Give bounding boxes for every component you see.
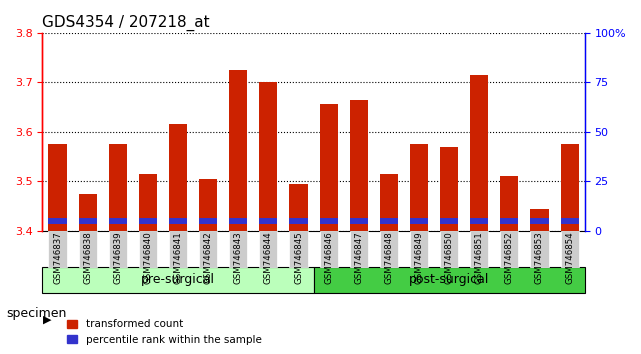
Bar: [531, 209, 549, 231]
Text: GSM746839: GSM746839: [113, 232, 122, 284]
Text: GSM746844: GSM746844: [264, 232, 273, 284]
Bar: [440, 147, 458, 231]
Text: GSM746853: GSM746853: [535, 232, 544, 284]
Text: GSM746841: GSM746841: [174, 232, 183, 284]
Text: GSM746847: GSM746847: [354, 232, 363, 284]
Bar: [531, 218, 549, 224]
FancyBboxPatch shape: [169, 231, 187, 267]
FancyBboxPatch shape: [229, 231, 247, 267]
Bar: [139, 218, 157, 224]
Text: specimen: specimen: [6, 307, 67, 320]
FancyBboxPatch shape: [380, 231, 398, 267]
Bar: [229, 218, 247, 224]
Bar: [49, 218, 67, 224]
Text: GSM746850: GSM746850: [445, 232, 454, 284]
Bar: [229, 70, 247, 231]
Bar: [350, 99, 368, 231]
Bar: [290, 218, 308, 224]
Text: GSM746846: GSM746846: [324, 232, 333, 284]
Bar: [350, 218, 368, 224]
Bar: [320, 104, 338, 231]
Bar: [169, 218, 187, 224]
Text: GSM746840: GSM746840: [144, 232, 153, 284]
FancyBboxPatch shape: [320, 231, 338, 267]
Bar: [79, 194, 97, 231]
FancyBboxPatch shape: [313, 267, 585, 293]
Bar: [501, 176, 519, 231]
Bar: [440, 218, 458, 224]
Bar: [470, 218, 488, 224]
Text: GSM746843: GSM746843: [234, 232, 243, 284]
Text: GSM746838: GSM746838: [83, 232, 92, 284]
FancyBboxPatch shape: [410, 231, 428, 267]
FancyBboxPatch shape: [440, 231, 458, 267]
FancyBboxPatch shape: [290, 231, 308, 267]
Bar: [199, 179, 217, 231]
FancyBboxPatch shape: [501, 231, 519, 267]
Bar: [410, 218, 428, 224]
Bar: [380, 218, 398, 224]
Bar: [109, 218, 127, 224]
Bar: [260, 82, 278, 231]
FancyBboxPatch shape: [470, 231, 488, 267]
Text: GSM746845: GSM746845: [294, 232, 303, 284]
FancyBboxPatch shape: [42, 267, 313, 293]
Bar: [139, 174, 157, 231]
Bar: [169, 124, 187, 231]
Bar: [199, 218, 217, 224]
Bar: [320, 218, 338, 224]
FancyBboxPatch shape: [260, 231, 278, 267]
Text: GSM746842: GSM746842: [204, 232, 213, 284]
Bar: [561, 218, 579, 224]
FancyBboxPatch shape: [531, 231, 549, 267]
Text: GSM746837: GSM746837: [53, 232, 62, 284]
Bar: [470, 75, 488, 231]
FancyBboxPatch shape: [199, 231, 217, 267]
FancyBboxPatch shape: [350, 231, 368, 267]
Bar: [109, 144, 127, 231]
Bar: [501, 218, 519, 224]
Text: GSM746852: GSM746852: [505, 232, 514, 284]
Bar: [561, 144, 579, 231]
Legend: transformed count, percentile rank within the sample: transformed count, percentile rank withi…: [63, 315, 266, 349]
Text: GSM746849: GSM746849: [415, 232, 424, 284]
Bar: [79, 218, 97, 224]
FancyBboxPatch shape: [109, 231, 127, 267]
Bar: [290, 184, 308, 231]
FancyBboxPatch shape: [79, 231, 97, 267]
Text: GSM746854: GSM746854: [565, 232, 574, 284]
Bar: [410, 144, 428, 231]
Text: GSM746848: GSM746848: [385, 232, 394, 284]
Text: GDS4354 / 207218_at: GDS4354 / 207218_at: [42, 15, 210, 31]
Text: ▶: ▶: [43, 315, 51, 325]
Bar: [49, 144, 67, 231]
FancyBboxPatch shape: [49, 231, 67, 267]
Text: pre-surgical: pre-surgical: [141, 273, 215, 286]
FancyBboxPatch shape: [561, 231, 579, 267]
Text: post-surgical: post-surgical: [409, 273, 489, 286]
Text: GSM746851: GSM746851: [475, 232, 484, 284]
FancyBboxPatch shape: [139, 231, 157, 267]
Bar: [380, 174, 398, 231]
Bar: [260, 218, 278, 224]
